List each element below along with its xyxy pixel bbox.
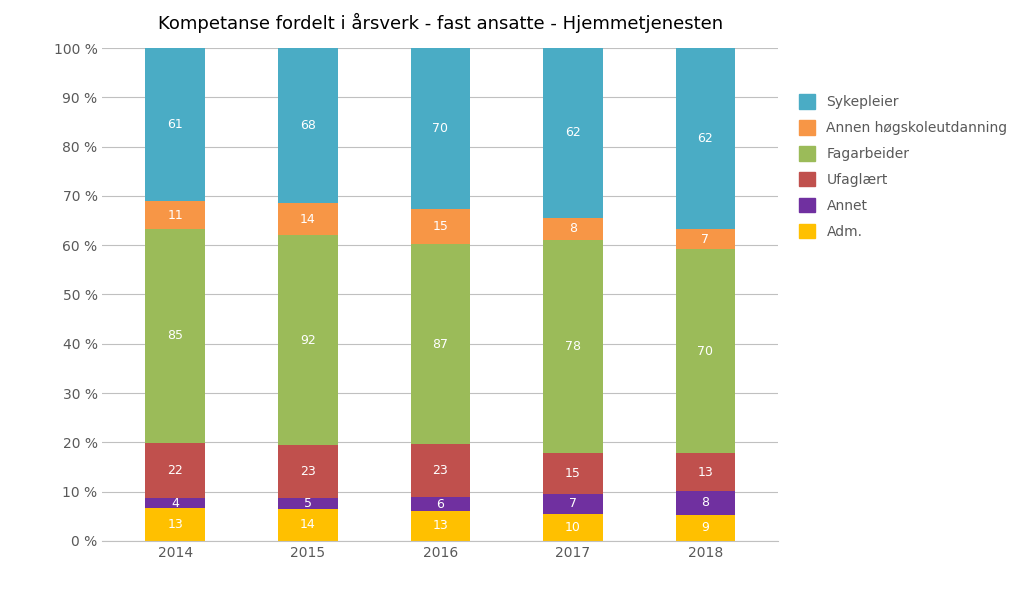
Text: 8: 8	[701, 496, 710, 510]
Text: 13: 13	[432, 519, 449, 532]
Bar	[676, 514, 735, 541]
Bar	[145, 508, 205, 541]
Text: 6: 6	[436, 498, 444, 511]
Bar	[411, 511, 470, 541]
Bar	[145, 48, 205, 201]
Text: 85: 85	[167, 329, 183, 343]
Bar	[278, 445, 338, 498]
Text: 13: 13	[167, 518, 183, 531]
Text: 23: 23	[300, 465, 315, 478]
Text: 9: 9	[701, 521, 710, 534]
Bar	[145, 443, 205, 498]
Text: 4: 4	[171, 496, 179, 510]
Text: 70: 70	[432, 122, 449, 135]
Text: 62: 62	[697, 132, 714, 145]
Text: 7: 7	[701, 233, 710, 246]
Bar	[411, 244, 470, 444]
Bar	[278, 235, 338, 445]
Bar	[543, 495, 603, 513]
Text: 70: 70	[697, 345, 714, 358]
Text: 68: 68	[300, 119, 315, 132]
Bar	[676, 229, 735, 249]
Text: 10: 10	[565, 520, 581, 534]
Bar	[145, 498, 205, 508]
Bar	[411, 497, 470, 511]
Text: 78: 78	[565, 340, 581, 353]
Bar	[278, 498, 338, 509]
Text: 5: 5	[304, 497, 311, 510]
Bar	[543, 453, 603, 495]
Text: 7: 7	[569, 498, 577, 510]
Bar	[145, 201, 205, 229]
Bar	[676, 453, 735, 492]
Text: 15: 15	[565, 468, 581, 480]
Bar	[278, 203, 338, 235]
Bar	[278, 509, 338, 541]
Text: 11: 11	[167, 209, 183, 222]
Text: 14: 14	[300, 519, 315, 531]
Bar	[543, 513, 603, 541]
Bar	[676, 249, 735, 453]
Text: 61: 61	[167, 118, 183, 131]
Bar	[278, 48, 338, 203]
Bar	[676, 48, 735, 229]
Legend: Sykepleier, Annen høgskoleutdanning, Fagarbeider, Ufaglært, Annet, Adm.: Sykepleier, Annen høgskoleutdanning, Fag…	[799, 94, 1008, 239]
Text: 15: 15	[432, 220, 449, 233]
Bar	[543, 240, 603, 453]
Text: 62: 62	[565, 126, 581, 139]
Bar	[411, 444, 470, 497]
Bar	[543, 48, 603, 218]
Text: 92: 92	[300, 334, 315, 347]
Bar	[411, 48, 470, 209]
Title: Kompetanse fordelt i årsverk - fast ansatte - Hjemmetjenesten: Kompetanse fordelt i årsverk - fast ansa…	[158, 13, 723, 32]
Bar	[145, 229, 205, 443]
Text: 14: 14	[300, 213, 315, 226]
Bar	[411, 209, 470, 244]
Bar	[676, 492, 735, 514]
Text: 87: 87	[432, 338, 449, 350]
Bar	[543, 218, 603, 240]
Text: 22: 22	[167, 464, 183, 477]
Text: 23: 23	[432, 464, 449, 477]
Text: 13: 13	[697, 466, 714, 479]
Text: 8: 8	[569, 222, 577, 235]
